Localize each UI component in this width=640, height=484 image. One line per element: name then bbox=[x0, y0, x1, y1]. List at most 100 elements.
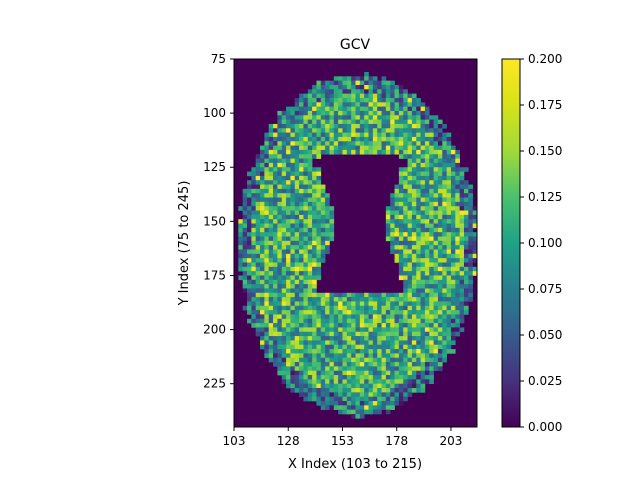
heatmap-cell bbox=[463, 206, 469, 211]
heatmap-cell bbox=[398, 223, 404, 229]
heatmap-cell bbox=[442, 249, 447, 255]
heatmap-cell bbox=[346, 123, 352, 129]
heatmap-cell bbox=[260, 314, 265, 320]
heatmap-cell bbox=[424, 227, 430, 233]
heatmap-cell bbox=[424, 110, 430, 116]
heatmap-cell bbox=[359, 323, 365, 328]
heatmap-cell bbox=[411, 288, 417, 294]
heatmap-cell bbox=[398, 123, 404, 129]
heatmap-cell bbox=[429, 141, 434, 146]
heatmap-cell bbox=[346, 409, 352, 415]
heatmap-cell bbox=[377, 119, 382, 125]
heatmap-cell bbox=[294, 223, 300, 229]
heatmap-cell bbox=[303, 314, 309, 320]
heatmap-cell bbox=[450, 158, 456, 164]
heatmap-cell bbox=[286, 171, 291, 177]
heatmap-cell bbox=[385, 219, 391, 224]
heatmap-cell bbox=[251, 223, 256, 229]
heatmap-cell bbox=[455, 258, 460, 263]
heatmap-cell bbox=[320, 331, 326, 337]
heatmap-cell bbox=[299, 193, 304, 198]
heatmap-cell bbox=[299, 236, 304, 242]
heatmap-cell bbox=[442, 206, 447, 211]
heatmap-cell bbox=[312, 167, 317, 172]
heatmap-cell bbox=[264, 240, 270, 246]
heatmap-cell bbox=[450, 180, 456, 185]
heatmap-cell bbox=[459, 245, 465, 250]
heatmap-cell bbox=[294, 249, 300, 255]
heatmap-cell bbox=[307, 184, 313, 190]
heatmap-cell bbox=[333, 149, 339, 155]
heatmap-cell bbox=[333, 76, 339, 81]
heatmap-cell bbox=[442, 132, 447, 138]
heatmap-cell bbox=[351, 349, 356, 354]
heatmap-cell bbox=[437, 141, 443, 146]
heatmap-cell bbox=[290, 275, 296, 281]
heatmap-cell bbox=[472, 223, 477, 229]
heatmap-cell bbox=[286, 292, 291, 298]
heatmap-cell bbox=[247, 275, 252, 281]
heatmap-cell bbox=[394, 236, 400, 242]
heatmap-cell bbox=[455, 262, 460, 268]
heatmap-cell bbox=[398, 206, 404, 211]
heatmap-cell bbox=[325, 206, 330, 211]
heatmap-cell bbox=[325, 366, 330, 372]
heatmap-cell bbox=[346, 76, 352, 81]
heatmap-cell bbox=[281, 284, 287, 289]
heatmap-cell bbox=[333, 388, 339, 393]
heatmap-cell bbox=[450, 236, 456, 242]
heatmap-cell bbox=[442, 275, 447, 281]
heatmap-cell bbox=[468, 253, 473, 259]
heatmap-cell bbox=[281, 318, 287, 324]
heatmap-cell bbox=[372, 292, 378, 298]
heatmap-cell bbox=[316, 154, 322, 159]
heatmap-cell bbox=[299, 93, 304, 99]
heatmap-cell bbox=[390, 193, 395, 198]
heatmap-cell bbox=[320, 97, 326, 103]
heatmap-cell bbox=[299, 262, 304, 268]
heatmap-cell bbox=[351, 357, 356, 363]
heatmap-cell bbox=[442, 145, 447, 151]
heatmap-cell bbox=[325, 132, 330, 138]
heatmap-cell bbox=[325, 141, 330, 146]
heatmap-cell bbox=[338, 305, 343, 311]
heatmap-cell bbox=[268, 318, 274, 324]
heatmap-cell bbox=[463, 266, 469, 272]
heatmap-cell bbox=[450, 275, 456, 281]
heatmap-cell bbox=[312, 379, 317, 385]
heatmap-cell bbox=[307, 375, 313, 380]
heatmap-cell bbox=[351, 84, 356, 90]
heatmap-cell bbox=[303, 284, 309, 289]
heatmap-cell bbox=[316, 245, 322, 250]
heatmap-cell bbox=[437, 357, 443, 363]
heatmap-cell bbox=[286, 123, 291, 129]
heatmap-cell bbox=[424, 210, 430, 216]
heatmap-cell bbox=[290, 249, 296, 255]
heatmap-cell bbox=[455, 249, 460, 255]
heatmap-cell bbox=[273, 323, 278, 328]
heatmap-cell bbox=[390, 245, 395, 250]
heatmap-cell bbox=[394, 401, 400, 406]
heatmap-cell bbox=[372, 388, 378, 393]
heatmap-cell bbox=[411, 310, 417, 315]
heatmap-cell bbox=[320, 141, 326, 146]
heatmap-cell bbox=[281, 262, 287, 268]
heatmap-cell bbox=[403, 154, 408, 159]
heatmap-cell bbox=[268, 258, 274, 263]
heatmap-cell bbox=[377, 331, 382, 337]
heatmap-cell bbox=[446, 275, 452, 281]
heatmap-cell bbox=[355, 331, 361, 337]
heatmap-cell bbox=[420, 175, 426, 181]
heatmap-cell bbox=[255, 288, 261, 294]
heatmap-cell bbox=[468, 297, 473, 302]
heatmap-cell bbox=[424, 258, 430, 263]
heatmap-cell bbox=[281, 349, 287, 354]
heatmap-cell bbox=[411, 388, 417, 393]
heatmap-cell bbox=[238, 249, 243, 255]
heatmap-cell bbox=[251, 227, 256, 233]
heatmap-cell bbox=[411, 171, 417, 177]
heatmap-cell bbox=[385, 89, 391, 94]
heatmap-cell bbox=[299, 102, 304, 107]
heatmap-cell bbox=[437, 266, 443, 272]
